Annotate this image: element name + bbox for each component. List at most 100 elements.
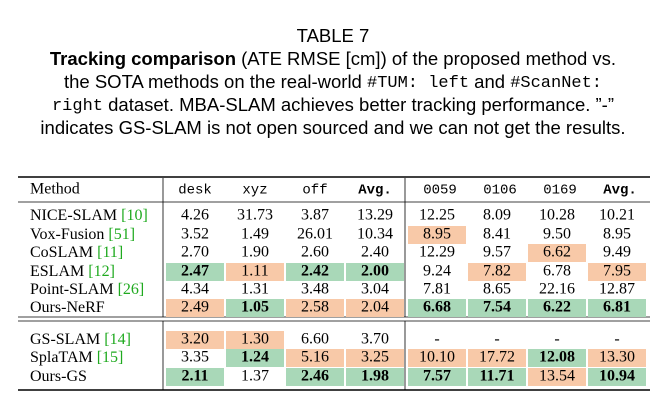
caption-text: dataset. MBA-SLAM achieves better tracki… <box>103 94 614 115</box>
caption-line: Tracking comparison (ATE RMSE [cm]) of t… <box>50 48 616 69</box>
caption-text: #TUM: left <box>367 74 469 93</box>
table-cell: 2.60 <box>301 244 329 261</box>
method-name: GS-SLAM [14] <box>30 331 131 348</box>
table-cell: 3.52 <box>181 226 209 243</box>
table-cell: 4.34 <box>181 281 209 298</box>
second-highlight <box>346 349 404 367</box>
second-highlight <box>408 226 466 244</box>
best-highlight <box>166 368 224 386</box>
table-cell: 26.01 <box>297 226 333 243</box>
table-cell: 12.29 <box>419 244 455 261</box>
best-highlight <box>408 368 466 386</box>
table-cell: 10.21 <box>599 207 635 224</box>
second-highlight <box>468 349 526 367</box>
table-cell: 12.08 <box>539 349 575 366</box>
table-label: TABLE 7 <box>297 25 370 46</box>
table-cell: 9.50 <box>543 226 571 243</box>
second-highlight <box>166 331 224 349</box>
header-cell: off <box>302 183 327 199</box>
table-cell: 1.30 <box>241 331 269 348</box>
caption-text: (ATE RMSE [cm]) of the proposed method v… <box>236 48 616 69</box>
header-cell: Avg. <box>603 183 637 199</box>
table-cell: 7.57 <box>423 368 451 385</box>
citation: [26] <box>118 281 145 298</box>
table-cell: - <box>434 331 439 348</box>
second-highlight <box>528 244 586 262</box>
table-cell: 3.48 <box>301 281 329 298</box>
caption-text: right <box>52 97 103 116</box>
table-cell: 2.70 <box>181 244 209 261</box>
table-cell: 7.54 <box>483 299 511 316</box>
caption-line: indicates GS-SLAM is not open sourced an… <box>40 117 625 138</box>
table-cell: 2.40 <box>361 244 389 261</box>
best-highlight <box>226 299 284 317</box>
table-cell: 3.20 <box>181 331 209 348</box>
header-cell: Avg. <box>358 183 392 199</box>
table-cell: 6.22 <box>543 299 571 316</box>
table-cell: 17.72 <box>479 349 515 366</box>
table-cell: 3.70 <box>361 331 389 348</box>
table-cell: 6.78 <box>543 263 571 280</box>
method-name: Ours-GS <box>30 368 87 385</box>
table-cell: 12.25 <box>419 207 455 224</box>
best-highlight <box>528 349 586 367</box>
table-cell: 5.16 <box>301 349 329 366</box>
table-cell: 1.24 <box>241 349 269 366</box>
method-name: SplaTAM [15] <box>30 349 123 366</box>
table-cell: 6.81 <box>603 299 631 316</box>
table-cell: 2.42 <box>301 263 329 280</box>
second-highlight <box>166 299 224 317</box>
best-highlight <box>286 263 344 281</box>
table-cell: 8.09 <box>483 207 511 224</box>
method: Ours-GS <box>30 368 87 385</box>
best-highlight <box>408 299 466 317</box>
method: Point-SLAM <box>30 281 114 298</box>
table-cell: 8.95 <box>423 226 451 243</box>
table-cell: 2.04 <box>361 299 389 316</box>
best-highlight <box>468 299 526 317</box>
table-cell: - <box>494 331 499 348</box>
method-name: Ours-NeRF <box>30 299 105 316</box>
method: CoSLAM <box>30 244 93 261</box>
table-cell: 12.87 <box>599 281 635 298</box>
table-cell: 8.65 <box>483 281 511 298</box>
method: ESLAM <box>30 263 84 280</box>
table-cell: 1.98 <box>361 368 389 385</box>
table-cell: 2.58 <box>301 299 329 316</box>
best-highlight <box>346 263 404 281</box>
table-cell: 7.95 <box>603 263 631 280</box>
table-cell: 11.71 <box>479 368 514 385</box>
method: NICE-SLAM <box>30 207 117 224</box>
citation: [14] <box>104 331 131 348</box>
table-cell: 10.34 <box>357 226 393 243</box>
table-cell: 1.05 <box>241 299 269 316</box>
second-highlight <box>286 299 344 317</box>
method: SplaTAM <box>30 349 93 366</box>
table-cell: 3.87 <box>301 207 329 224</box>
best-highlight <box>166 263 224 281</box>
method-name: Vox-Fusion [51] <box>30 226 135 243</box>
second-highlight <box>588 349 646 367</box>
header-cell: 0059 <box>423 183 457 199</box>
second-highlight <box>528 368 586 386</box>
citation: [51] <box>108 226 135 243</box>
caption-text: Tracking comparison <box>50 48 236 69</box>
table-cell: 6.60 <box>301 331 329 348</box>
table-cell: 3.35 <box>181 349 209 366</box>
citation: [10] <box>121 207 148 224</box>
table-cell: 8.95 <box>603 226 631 243</box>
table-cell: 2.46 <box>301 368 329 385</box>
caption-text: the SOTA methods on the real-world <box>64 71 367 92</box>
table-cell: - <box>554 331 559 348</box>
table-cell: 31.73 <box>237 207 273 224</box>
second-highlight <box>226 263 284 281</box>
table-cell: 3.04 <box>361 281 389 298</box>
table-cell: 22.16 <box>539 281 575 298</box>
citation: [12] <box>88 263 115 280</box>
table-cell: 2.00 <box>361 263 389 280</box>
table-cell: 1.90 <box>241 244 269 261</box>
table-cell: - <box>614 331 619 348</box>
caption-text: and <box>469 71 510 92</box>
best-highlight <box>588 299 646 317</box>
